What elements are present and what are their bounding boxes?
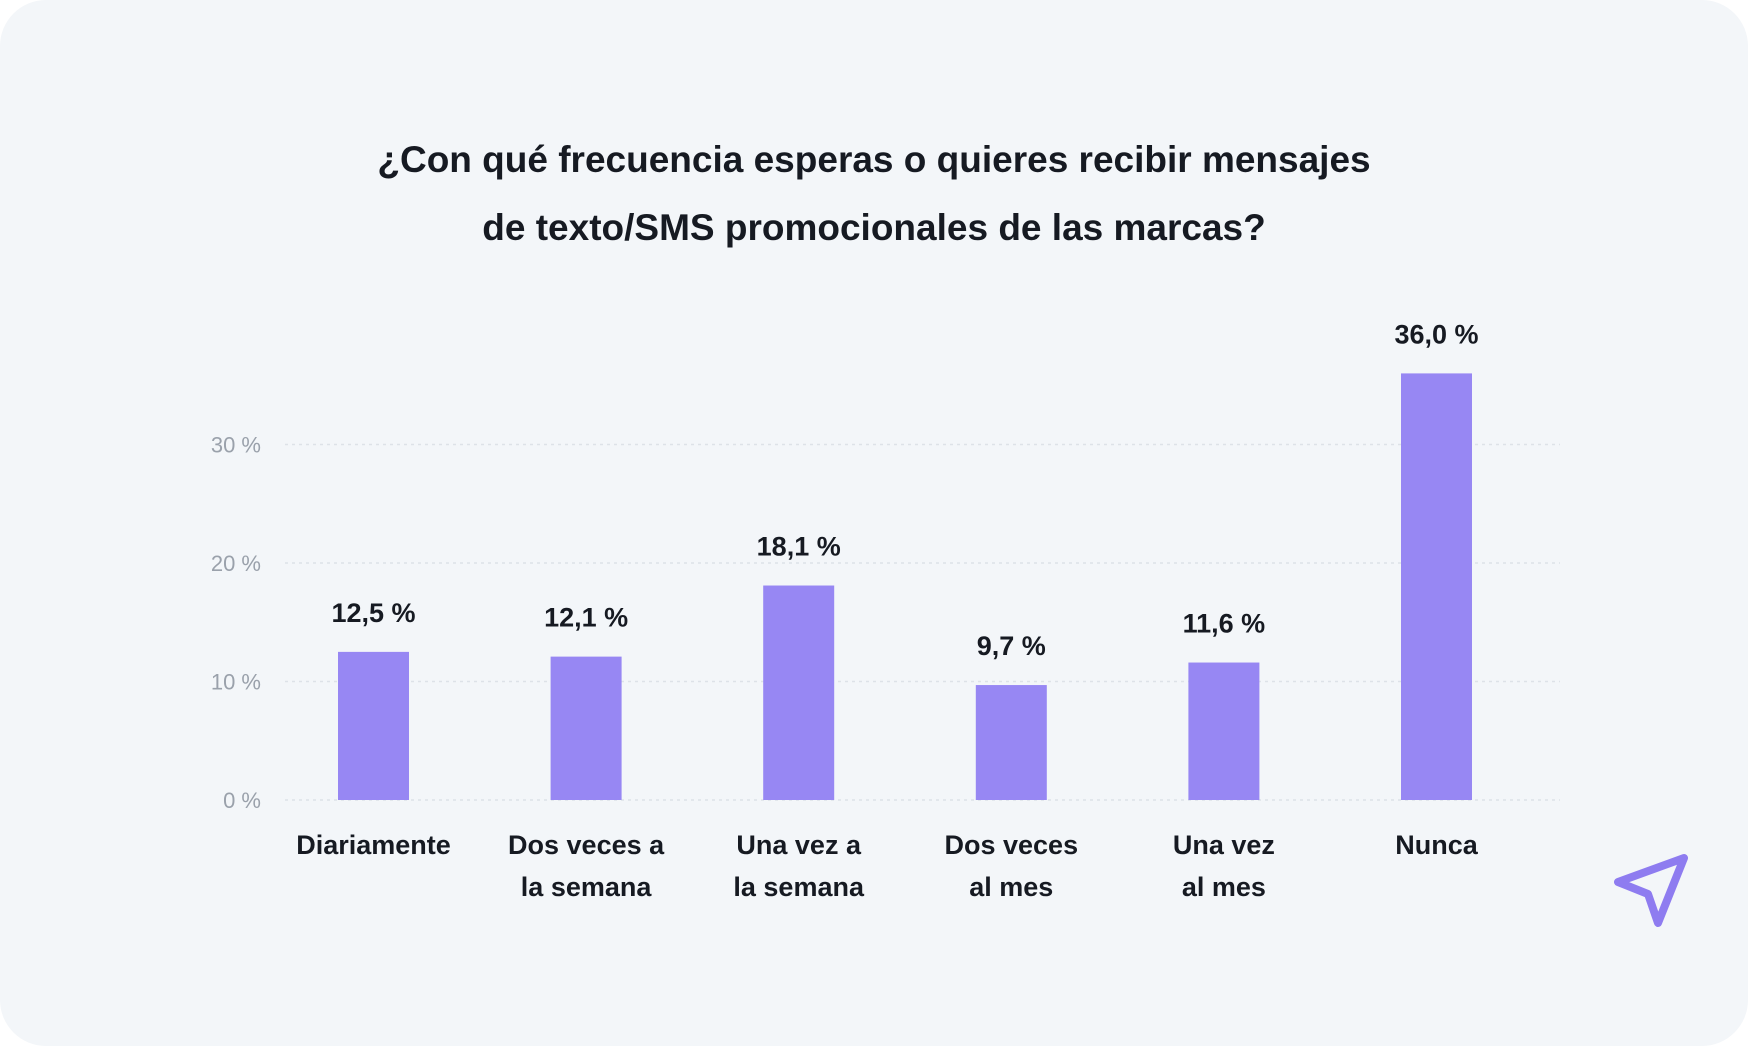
x-category-label: Dos veces a — [508, 830, 665, 860]
data-label: 12,1 % — [544, 603, 628, 633]
x-category-label: la semana — [521, 872, 653, 902]
x-category-label: Una vez — [1173, 830, 1275, 860]
y-tick-label: 0 % — [223, 788, 261, 813]
x-category-label: Dos veces — [945, 830, 1079, 860]
x-category-label: Nunca — [1395, 830, 1479, 860]
data-label: 12,5 % — [331, 598, 415, 628]
data-label: 11,6 % — [1183, 609, 1266, 639]
y-tick-label: 20 % — [211, 551, 261, 576]
data-label: 9,7 % — [977, 631, 1046, 661]
bar — [763, 585, 835, 800]
x-category-label: la semana — [733, 872, 865, 902]
y-tick-label: 30 % — [211, 433, 261, 458]
x-category-label: Una vez a — [736, 830, 862, 860]
bar — [1401, 373, 1472, 800]
data-label: 18,1 % — [757, 532, 841, 562]
bar — [550, 656, 622, 800]
x-category-label: Diariamente — [296, 830, 451, 860]
bar — [975, 685, 1047, 800]
y-tick-label: 10 % — [211, 670, 261, 695]
chart-title-line-1: ¿Con qué frecuencia esperas o quieres re… — [377, 139, 1371, 180]
x-category-label: al mes — [969, 872, 1053, 902]
bar — [338, 651, 409, 800]
chart-title: ¿Con qué frecuencia esperas o quieres re… — [274, 126, 1474, 262]
chart-title-line-2: de texto/SMS promocionales de las marcas… — [482, 207, 1266, 248]
data-label: 36,0 % — [1394, 319, 1478, 349]
paper-plane-icon — [1614, 854, 1688, 927]
bar — [1188, 662, 1260, 800]
x-category-label: al mes — [1182, 872, 1266, 902]
